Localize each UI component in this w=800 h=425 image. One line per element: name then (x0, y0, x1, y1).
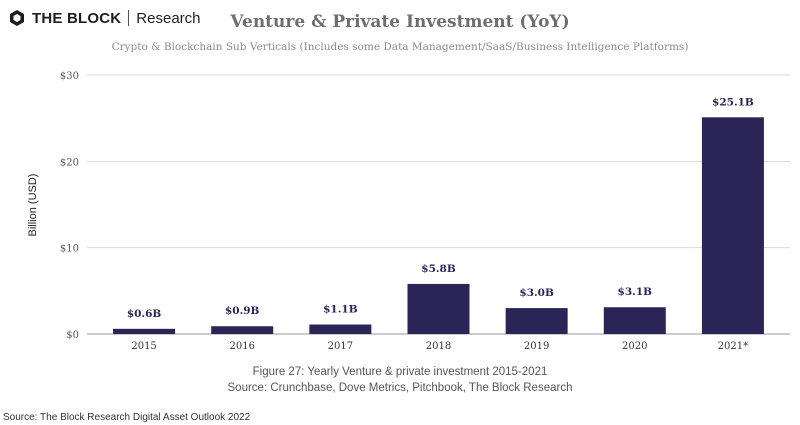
figure-source: Source: Crunchbase, Dove Metrics, Pitchb… (227, 382, 573, 394)
bar (407, 283, 470, 334)
source-note: Source: The Block Research Digital Asset… (3, 412, 251, 423)
bar-chart: $0 $10 $20 $30 Billion (USD) $0.6B 2015 $0.9B 20… (27, 71, 790, 352)
bar (309, 324, 372, 334)
figure-caption: Figure 27: Yearly Venture & private inve… (252, 366, 548, 378)
data-label: $0.9B (225, 305, 260, 317)
data-label: $1.1B (323, 304, 358, 316)
x-tick-label: 2017 (328, 341, 353, 352)
x-tick-label: 2016 (229, 341, 254, 352)
x-tick-label: 2020 (622, 341, 647, 352)
data-label: $25.1B (712, 96, 754, 108)
data-label: $5.8B (421, 263, 456, 275)
x-tick-label: 2018 (426, 341, 451, 352)
y-tick-label: $30 (60, 71, 79, 82)
x-tick-label: 2019 (524, 341, 549, 352)
chart-subtitle: Crypto & Blockchain Sub Verticals (Inclu… (111, 41, 689, 53)
brand-name: THE BLOCK (32, 9, 122, 27)
bar (113, 328, 176, 334)
brand-sub: Research (136, 9, 201, 27)
x-tick-label: 2021* (718, 341, 748, 352)
data-label: $0.6B (127, 308, 162, 320)
bar (211, 326, 274, 334)
bar (701, 117, 764, 334)
y-tick-label: $20 (60, 157, 79, 168)
brand-logo: THE BLOCK Research (8, 8, 201, 28)
brand-divider (128, 10, 130, 26)
x-tick-label: 2015 (131, 341, 156, 352)
y-tick-label: $0 (66, 330, 79, 341)
data-label: $3.0B (519, 287, 554, 299)
y-axis-label: Billion (USD) (27, 174, 39, 237)
bar (505, 308, 568, 334)
chart-title: Venture & Private Investment (YoY) (230, 12, 570, 32)
the-block-logo-icon (10, 10, 24, 26)
y-tick-label: $10 (60, 244, 79, 255)
bar (603, 307, 666, 334)
data-label: $3.1B (618, 286, 653, 298)
